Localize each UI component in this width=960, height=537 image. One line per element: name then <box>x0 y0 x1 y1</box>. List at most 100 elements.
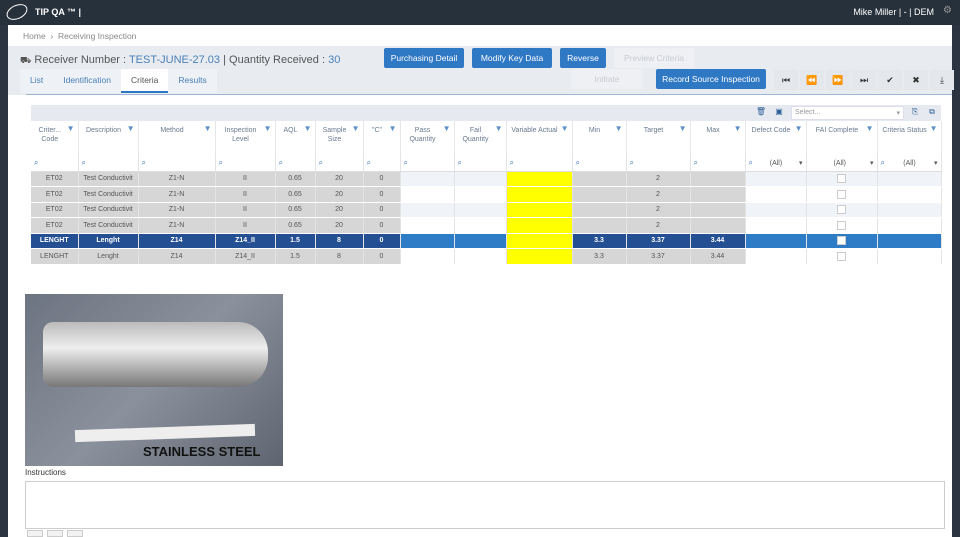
filter-icon[interactable]: ▼ <box>442 124 451 133</box>
column-header[interactable]: Target ▼ <box>626 121 691 156</box>
editor-tool-button[interactable] <box>47 530 63 537</box>
filter-icon[interactable]: ▼ <box>733 124 742 133</box>
search-icon[interactable]: ⌕ <box>880 158 885 168</box>
table-row[interactable]: ET02 Test Conductivit Z1-N II 0.65 20 0 2 <box>31 202 942 218</box>
filter-cell[interactable]: ⌕ <box>138 156 216 172</box>
save-icon[interactable]: ▣ <box>775 107 783 116</box>
search-icon[interactable]: ⌕ <box>318 158 323 168</box>
table-cell[interactable] <box>506 171 573 187</box>
layout-select[interactable]: Select... ▾ <box>791 106 904 120</box>
search-icon[interactable]: ⌕ <box>218 158 223 168</box>
filter-cell[interactable]: ⌕ (All) ▾ <box>745 156 807 172</box>
download-icon[interactable]: ⤓ <box>930 70 954 90</box>
breadcrumb-home[interactable]: Home <box>23 31 46 41</box>
filter-cell[interactable]: ⌕ <box>363 156 401 172</box>
previous-record-icon[interactable]: ⏪ <box>800 70 824 90</box>
filter-cell[interactable]: ⌕ <box>215 156 276 172</box>
tab-criteria[interactable]: Criteria <box>120 69 169 93</box>
table-cell[interactable] <box>506 217 573 234</box>
filter-cell[interactable]: ⌕ <box>315 156 364 172</box>
column-header[interactable]: Max ▼ <box>690 121 746 156</box>
search-icon[interactable]: ⌕ <box>575 158 580 168</box>
modify-key-data-button[interactable]: Modify Key Data <box>472 48 552 68</box>
filter-cell[interactable]: ⌕ <box>31 156 79 172</box>
filter-icon[interactable]: ▼ <box>351 124 360 133</box>
column-header[interactable]: Min ▼ <box>572 121 627 156</box>
chevron-down-icon[interactable]: ▾ <box>798 160 803 168</box>
export-icon[interactable]: ⎘ <box>911 107 919 116</box>
fai-complete-checkbox[interactable] <box>837 236 846 246</box>
column-header[interactable]: Variable Actual ▼ <box>506 121 573 156</box>
fai-complete-checkbox[interactable] <box>837 189 846 199</box>
filter-icon[interactable]: ▼ <box>66 124 75 133</box>
column-header[interactable]: Sample Size ▼ <box>315 121 364 156</box>
filter-icon[interactable]: ▼ <box>929 124 938 133</box>
gear-icon[interactable]: ⚙ <box>943 5 952 16</box>
next-record-icon[interactable]: ⏩ <box>826 70 850 90</box>
reverse-button[interactable]: Reverse <box>560 48 606 68</box>
column-header[interactable]: Defect Code ▼ <box>745 121 807 156</box>
search-icon[interactable]: ⌕ <box>403 158 408 168</box>
column-header[interactable]: FAI Complete ▼ <box>806 121 878 156</box>
column-header[interactable]: Pass Quantity ▼ <box>400 121 455 156</box>
fai-complete-checkbox[interactable] <box>837 220 846 230</box>
search-icon[interactable]: ⌕ <box>34 158 39 168</box>
table-row[interactable]: ET02 Test Conductivit Z1-N II 0.65 20 0 2 <box>31 217 942 234</box>
filter-icon[interactable]: ▼ <box>494 124 503 133</box>
user-info[interactable]: Mike Miller | - | DEM <box>853 7 934 17</box>
preview-criteria-button[interactable]: Preview Criteria <box>614 48 694 68</box>
search-icon[interactable]: ⌕ <box>366 158 371 168</box>
filter-cell[interactable]: (All) ▾ <box>806 156 878 172</box>
close-icon[interactable]: ✖ <box>904 70 928 90</box>
filter-cell[interactable]: ⌕ <box>506 156 573 172</box>
filter-cell[interactable]: ⌕ <box>400 156 455 172</box>
logo-icon[interactable] <box>4 1 30 23</box>
filter-icon[interactable]: ▼ <box>614 124 623 133</box>
filter-icon[interactable]: ▼ <box>678 124 687 133</box>
search-icon[interactable]: ⌕ <box>748 158 753 168</box>
editor-tool-button[interactable] <box>27 530 43 537</box>
search-icon[interactable]: ⌕ <box>141 158 146 168</box>
fai-complete-checkbox[interactable] <box>837 205 846 215</box>
search-icon[interactable]: ⌕ <box>693 158 698 168</box>
last-record-icon[interactable]: ⏭ <box>852 70 876 90</box>
filter-cell[interactable]: ⌕ <box>572 156 627 172</box>
table-row[interactable]: LENGHT Lenght Z14 Z14_II 1.5 8 0 3.3 3.37 3.44 <box>31 248 942 265</box>
table-cell[interactable] <box>506 248 573 265</box>
filter-cell[interactable]: ⌕ <box>626 156 691 172</box>
filter-cell[interactable]: ⌕ <box>78 156 139 172</box>
instructions-textarea[interactable] <box>25 481 945 529</box>
chevron-down-icon[interactable]: ▾ <box>869 160 874 168</box>
first-record-icon[interactable]: ⏮ <box>774 70 798 90</box>
tab-identification[interactable]: Identification <box>53 69 121 93</box>
record-source-inspection-button[interactable]: Record Source Inspection <box>656 69 766 89</box>
tab-results[interactable]: Results <box>168 69 217 93</box>
table-row[interactable]: ET02 Test Conductivit Z1-N II 0.65 20 0 2 <box>31 171 942 187</box>
copy-icon[interactable]: ⧉ <box>929 107 935 116</box>
trash-icon[interactable]: 🗑 <box>755 107 767 116</box>
initiate-button[interactable]: Initiate <box>571 69 643 89</box>
table-cell[interactable] <box>506 202 573 218</box>
filter-cell[interactable]: ⌕ <box>275 156 316 172</box>
filter-cell[interactable]: ⌕ (All) ▾ <box>877 156 942 172</box>
column-header[interactable]: Fail Quantity ▼ <box>454 121 507 156</box>
filter-icon[interactable]: ▼ <box>263 124 272 133</box>
filter-icon[interactable]: ▼ <box>303 124 312 133</box>
column-header[interactable]: Method ▼ <box>138 121 216 156</box>
column-header[interactable]: Criter... Code ▼ <box>31 121 79 156</box>
column-header[interactable]: "C" ▼ <box>363 121 401 156</box>
search-icon[interactable]: ⌕ <box>278 158 283 168</box>
column-header[interactable]: Criteria Status ▼ <box>877 121 942 156</box>
purchasing-detail-button[interactable]: Purchasing Detail <box>384 48 464 68</box>
fai-complete-checkbox[interactable] <box>837 251 846 261</box>
column-header[interactable]: Inspection Level ▼ <box>215 121 276 156</box>
table-cell[interactable] <box>506 186 573 203</box>
filter-icon[interactable]: ▼ <box>560 124 569 133</box>
table-cell[interactable] <box>506 233 573 249</box>
table-row[interactable]: ET02 Test Conductivit Z1-N II 0.65 20 0 2 <box>31 186 942 203</box>
editor-tool-button[interactable] <box>67 530 83 537</box>
column-header[interactable]: Description ▼ <box>78 121 139 156</box>
filter-icon[interactable]: ▼ <box>388 124 397 133</box>
filter-cell[interactable]: ⌕ <box>690 156 746 172</box>
search-icon[interactable]: ⌕ <box>457 158 462 168</box>
